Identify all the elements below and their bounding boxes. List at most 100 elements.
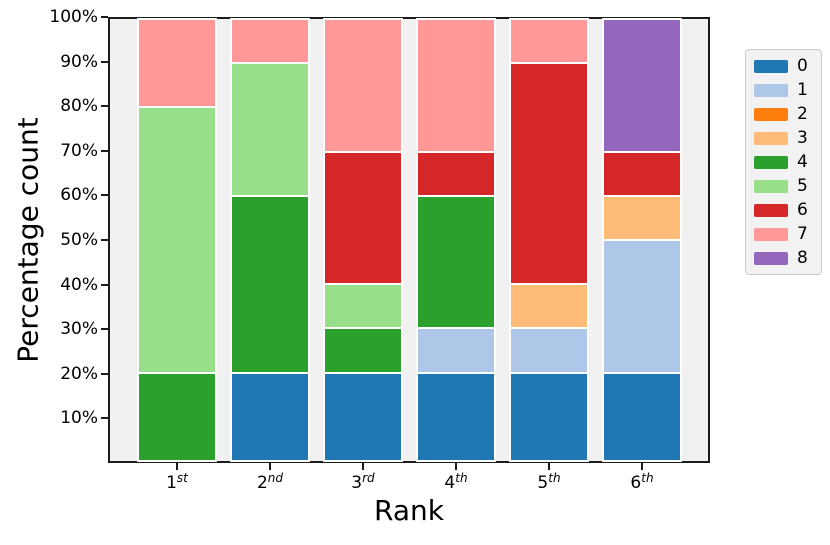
legend-patch-6	[754, 203, 788, 217]
bar-5th-segment-0	[510, 372, 588, 461]
x-axis-label: Rank	[374, 494, 444, 527]
y-tick-mark	[101, 149, 108, 152]
y-tick-mark	[101, 16, 108, 18]
y-tick-label: 50%	[60, 230, 98, 250]
y-tick-mark	[101, 328, 108, 331]
y-tick-mark	[101, 417, 108, 420]
bar-4th-segment-4	[417, 195, 495, 329]
x-tick-label: 1st	[137, 471, 217, 495]
bar-2nd-segment-7	[231, 19, 309, 64]
bar-2nd-segment-0	[231, 372, 309, 461]
legend-label-5: 5	[797, 176, 808, 196]
bar-4th	[417, 19, 495, 461]
bar-6th-segment-0	[603, 372, 681, 461]
y-tick-mark	[101, 105, 108, 108]
x-tick-superscript: th	[641, 471, 654, 485]
legend-item-0: 0	[754, 56, 815, 76]
y-tick-label: 10%	[60, 408, 98, 429]
legend-label-8: 8	[797, 248, 808, 268]
x-tick-base: 5	[537, 473, 549, 493]
legend-label-3: 3	[797, 128, 808, 148]
legend-item-4: 4	[754, 152, 815, 172]
bar-3rd-segment-4	[324, 328, 402, 373]
y-tick-label: 90%	[60, 51, 98, 72]
bar-6th-segment-3	[603, 195, 681, 241]
bar-4th-segment-0	[417, 372, 495, 461]
legend-item-2: 2	[754, 104, 815, 124]
bar-1st-segment-7	[138, 19, 216, 108]
legend-patch-0	[754, 59, 788, 73]
legend-item-8: 8	[754, 248, 815, 268]
legend-patch-3	[754, 131, 788, 145]
bar-4th-segment-6	[417, 151, 495, 196]
bar-3rd-segment-0	[324, 372, 402, 461]
legend-item-3: 3	[754, 128, 815, 148]
bar-3rd	[324, 19, 402, 461]
bar-1st	[138, 19, 216, 461]
x-tick-mark	[269, 463, 271, 470]
bar-5th-segment-6	[510, 63, 588, 285]
bar-6th-segment-6	[603, 151, 681, 196]
x-tick-base: 4	[444, 473, 456, 493]
x-tick-mark	[641, 463, 643, 470]
legend-patch-2	[754, 107, 788, 121]
y-tick-label: 70%	[60, 140, 98, 161]
x-tick-superscript: st	[176, 471, 188, 485]
bar-2nd-segment-5	[231, 63, 309, 196]
bar-2nd-segment-4	[231, 195, 309, 373]
bar-6th-segment-8	[603, 19, 681, 152]
y-tick-mark	[101, 372, 108, 375]
x-tick-label: 3rd	[323, 471, 403, 495]
bar-1st-segment-4	[138, 372, 216, 461]
x-tick-mark	[362, 463, 364, 470]
x-tick-label: 5th	[509, 471, 589, 495]
x-tick-base: 3	[351, 473, 363, 493]
x-tick-base: 6	[630, 473, 642, 493]
x-tick-superscript: th	[455, 471, 468, 485]
bar-5th-segment-3	[510, 284, 588, 329]
y-tick-mark	[101, 283, 108, 286]
legend-patch-1	[754, 83, 788, 97]
bar-5th	[510, 19, 588, 461]
legend-label-6: 6	[797, 200, 808, 220]
y-tick-label: 40%	[60, 274, 98, 295]
bar-3rd-segment-5	[324, 284, 402, 329]
legend-label-1: 1	[797, 80, 808, 100]
x-tick-superscript: rd	[362, 471, 375, 485]
legend-item-1: 1	[754, 80, 815, 100]
bar-1st-segment-5	[138, 107, 216, 373]
plot-area	[108, 17, 710, 463]
x-tick-label: 4th	[416, 471, 496, 495]
x-tick-superscript: nd	[267, 471, 284, 485]
bar-3rd-segment-7	[324, 19, 402, 152]
legend-patch-4	[754, 155, 788, 169]
y-tick-mark	[101, 194, 108, 197]
bar-5th-segment-1	[510, 328, 588, 373]
legend-item-7: 7	[754, 224, 815, 244]
legend-patch-8	[754, 251, 788, 265]
legend-label-4: 4	[797, 152, 808, 172]
bar-6th	[603, 19, 681, 461]
legend-label-2: 2	[797, 104, 808, 124]
y-tick-label: 100%	[49, 7, 98, 27]
bar-2nd	[231, 19, 309, 461]
x-tick-mark	[548, 463, 550, 470]
y-tick-label: 30%	[60, 319, 98, 340]
legend-label-7: 7	[797, 224, 808, 244]
bar-5th-segment-7	[510, 19, 588, 64]
legend: 0 1 2 3 4 5 6 7 8	[745, 49, 822, 275]
bar-4th-segment-7	[417, 19, 495, 152]
y-tick-label: 20%	[60, 363, 98, 384]
legend-item-6: 6	[754, 200, 815, 220]
x-tick-mark	[455, 463, 457, 470]
y-tick-label: 60%	[60, 185, 98, 206]
y-tick-label: 80%	[60, 96, 98, 117]
bar-4th-segment-1	[417, 328, 495, 373]
y-tick-mark	[101, 60, 108, 63]
legend-item-5: 5	[754, 176, 815, 196]
x-tick-base: 2	[256, 473, 268, 493]
bar-3rd-segment-6	[324, 151, 402, 285]
x-tick-label: 2nd	[230, 471, 310, 495]
x-tick-superscript: th	[548, 471, 561, 485]
